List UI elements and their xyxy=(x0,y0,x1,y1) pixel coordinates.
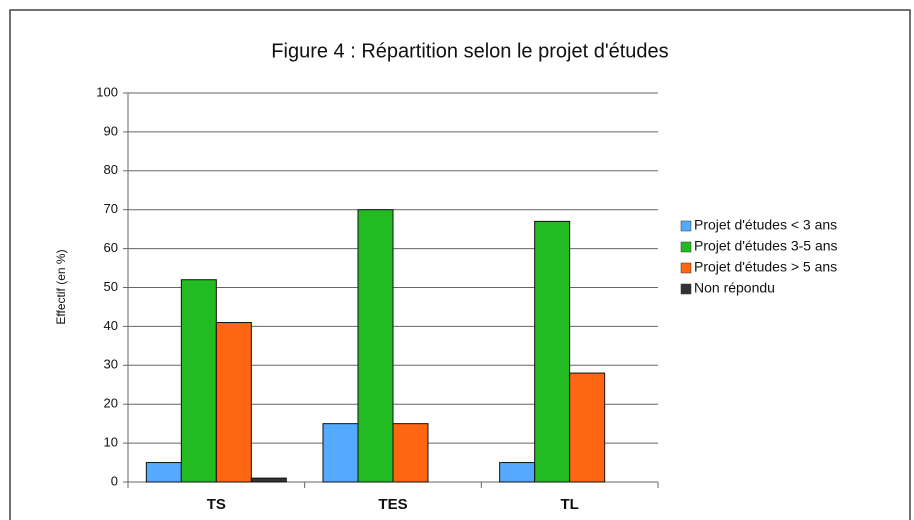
y-tick-label: 70 xyxy=(104,201,118,216)
bar xyxy=(499,462,536,483)
legend-label: Projet d'études > 5 ans xyxy=(694,259,837,275)
bar xyxy=(215,322,252,483)
legend-swatch xyxy=(680,283,692,295)
bar xyxy=(180,279,217,483)
legend-swatch xyxy=(680,220,692,232)
bar xyxy=(250,477,287,483)
y-tick-label: 20 xyxy=(104,396,118,411)
x-tick-label: TL xyxy=(561,496,579,513)
legend-swatch xyxy=(680,262,692,274)
legend-swatch xyxy=(680,241,692,253)
bar xyxy=(569,372,606,483)
y-tick-label: 50 xyxy=(104,279,118,294)
frame xyxy=(9,9,911,520)
chart-title: Figure 4 : Répartition selon le projet d… xyxy=(271,40,668,62)
y-tick-label: 100 xyxy=(96,84,118,99)
y-tick-label: 80 xyxy=(104,162,118,177)
y-tick-label: 90 xyxy=(104,123,118,138)
y-axis-label: Effectif (en %) xyxy=(54,249,68,324)
legend-label: Projet d'études < 3 ans xyxy=(694,217,837,233)
bar xyxy=(534,220,571,483)
x-tick-label: TES xyxy=(378,496,407,513)
y-tick-label: 60 xyxy=(104,240,118,255)
legend-label: Non répondu xyxy=(694,280,775,296)
y-tick-label: 0 xyxy=(111,473,118,488)
y-tick-label: 30 xyxy=(104,357,118,372)
bar xyxy=(357,209,394,483)
y-tick-label: 10 xyxy=(104,435,118,450)
y-tick-label: 40 xyxy=(104,318,118,333)
bar xyxy=(322,423,359,483)
bar xyxy=(145,462,182,483)
bar xyxy=(392,423,429,483)
x-tick-label: TS xyxy=(207,496,226,513)
legend-label: Projet d'études 3-5 ans xyxy=(694,238,838,254)
